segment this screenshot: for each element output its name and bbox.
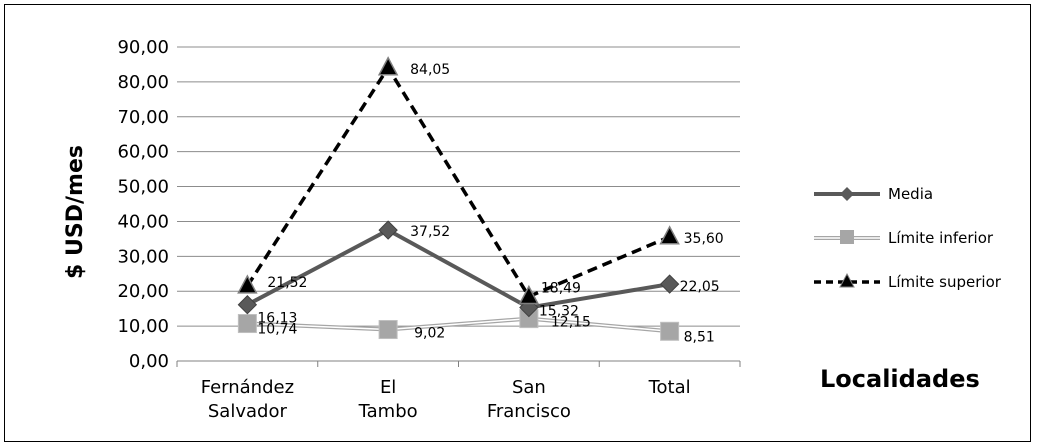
series-line-media [246,227,670,310]
chart-frame [4,4,1031,442]
x-category-label: Fernández Salvador [201,377,294,422]
series-markers [237,56,680,341]
data-label: 12,15 [551,315,591,331]
series-line-inner-limite-inferior [247,317,670,333]
x-axis-label: Localidades [820,365,980,393]
marker-diamond [237,295,258,315]
legend-swatch [814,230,880,244]
y-tick-label: 70,00 [117,107,169,128]
legend-marker [839,272,855,288]
data-labels: 16,13 37,52 15,32 22,05 10,74 9,02 12,15 8,51 21… [257,62,723,346]
data-label: 35,60 [684,231,724,247]
data-label: 37,52 [410,224,450,240]
legend-label: Límite superior [888,273,1001,291]
legend-item: Media [812,172,1027,216]
y-tick-label: 60,00 [117,142,169,163]
legend-item: Límite superior [812,260,1027,304]
legend: Media Límite inferior Límite superior [812,172,1027,304]
x-category-label: Total [648,377,691,398]
data-label: 21,52 [267,275,307,291]
y-axis-label: $ USD/mes [63,145,88,279]
x-category-label: San Francisco [487,377,571,422]
data-label: 15,32 [539,304,579,320]
marker-diamond [378,220,398,240]
legend-swatch [814,187,880,201]
x-axis-categories: Fernández Salvador El Tambo San Francisco Tota… [201,377,691,422]
marker-square [378,320,398,340]
data-label: 22,05 [680,279,720,295]
legend-marker [840,187,854,201]
data-label: 16,13 [257,311,297,327]
marker-diamond [659,274,680,294]
marker-square [237,314,257,334]
legend-label: Media [888,185,934,203]
legend-item: Límite inferior [812,216,1027,260]
legend-swatch [814,272,880,288]
data-label: 18,49 [541,280,581,296]
marker-triangle [237,274,258,294]
x-category-label: El Tambo [358,377,418,422]
marker-square [660,321,680,341]
y-tick-label: 20,00 [117,281,169,302]
marker-triangle [377,56,399,76]
legend-label: Límite inferior [888,229,994,247]
data-label: 10,74 [257,322,297,338]
data-label: 9,02 [414,326,445,342]
legend-marker [840,230,854,244]
series-lines [245,64,671,334]
marker-triangle [659,225,680,245]
y-tick-label: 90,00 [117,37,169,58]
y-tick-label: 80,00 [117,72,169,93]
y-tick-label: 30,00 [117,246,169,267]
y-tick-label: 0,00 [129,351,169,372]
y-tick-label: 50,00 [117,177,169,198]
data-label: 84,05 [410,62,450,78]
marker-triangle [518,284,540,305]
y-tick-label: 10,00 [117,316,169,337]
y-tick-label: 40,00 [117,211,169,232]
series-line-limite-superior [245,64,671,299]
data-label: 8,51 [684,329,715,345]
y-axis-ticks: 0,00 10,00 20,00 30,00 40,00 50,00 60,00 70,00 8… [117,37,169,372]
